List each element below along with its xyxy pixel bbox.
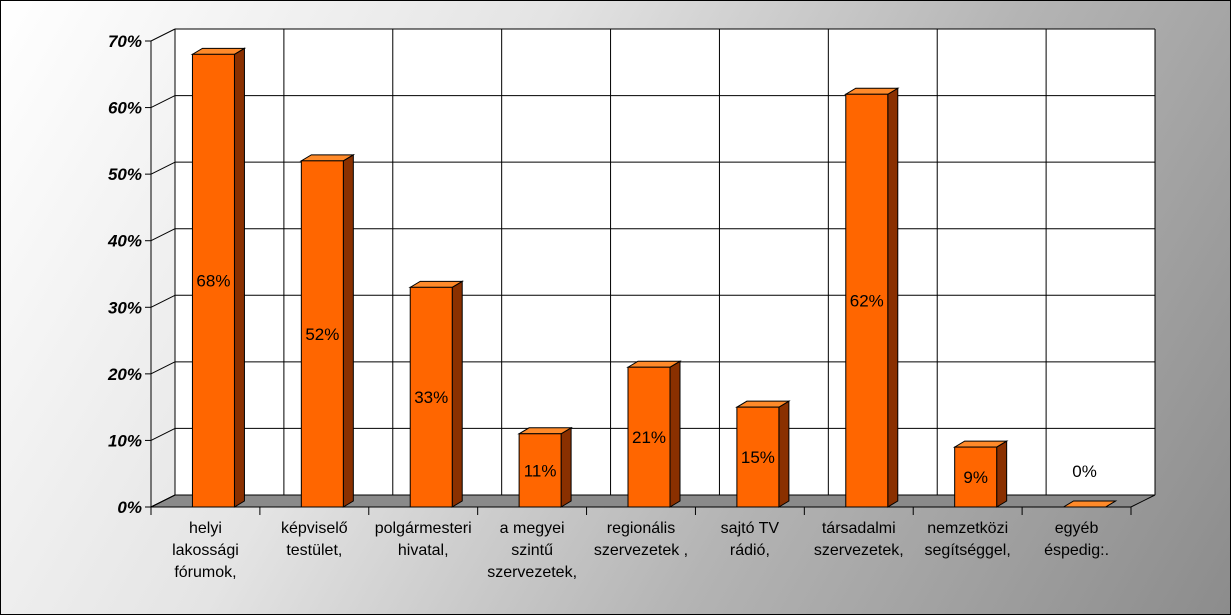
- bar-top: [735, 400, 791, 408]
- category-label: éspedig:.: [1044, 542, 1109, 559]
- bar-top: [190, 47, 247, 55]
- category-label: sajtó TV: [721, 520, 780, 537]
- bar: [299, 153, 356, 508]
- bar-front: [518, 433, 562, 508]
- category-label: szervezetek ,: [594, 542, 688, 559]
- category-label: hivatal,: [398, 542, 449, 559]
- gridline-diagonal: [150, 95, 176, 109]
- bar-front: [627, 366, 671, 508]
- category-label: polgármesteri: [375, 520, 472, 537]
- category-label: fórumok,: [174, 564, 236, 581]
- y-tick-label: 30%: [108, 298, 142, 317]
- gridline-diagonal: [150, 161, 176, 175]
- category-label: lakossági: [172, 542, 239, 559]
- category-label: egyéb: [1055, 520, 1099, 537]
- bar: [1061, 500, 1118, 508]
- data-label: 62%: [850, 292, 884, 311]
- y-tick-label: 20%: [107, 365, 142, 384]
- y-tick-label: 0%: [117, 498, 142, 517]
- y-tick-label: 60%: [108, 99, 142, 118]
- category-label: testület,: [286, 542, 342, 559]
- bar-side: [669, 360, 681, 508]
- category-label: regionális: [607, 520, 675, 537]
- category-label: a megyei: [500, 520, 565, 537]
- data-label: 11%: [524, 461, 557, 480]
- bar: [843, 87, 900, 508]
- bar-side: [996, 440, 1008, 508]
- bar: [952, 440, 1009, 508]
- bar-side: [342, 153, 354, 508]
- bar-side: [560, 426, 572, 508]
- bar-front: [736, 406, 780, 508]
- bar: [517, 426, 573, 508]
- category-label: szervezetek,: [487, 564, 577, 581]
- bar-side: [233, 47, 245, 508]
- gridline-diagonal: [150, 228, 176, 242]
- bar-top: [952, 440, 1009, 448]
- category-label: társadalmi: [822, 520, 896, 537]
- gridline-diagonal: [150, 28, 176, 42]
- bar-front: [300, 160, 344, 508]
- data-label: 52%: [305, 325, 339, 344]
- gridline-diagonal: [150, 494, 176, 508]
- bar: [626, 360, 682, 508]
- y-tick-label: 50%: [108, 165, 142, 184]
- bar-front: [845, 93, 889, 508]
- bar-side: [451, 280, 463, 508]
- bar-top: [408, 280, 465, 288]
- bar-front: [954, 446, 998, 508]
- bar: [190, 47, 247, 508]
- data-label: 68%: [196, 272, 230, 291]
- bar-side: [778, 400, 790, 508]
- bar-top: [299, 154, 356, 162]
- y-tick-label: 40%: [107, 232, 142, 251]
- category-label: szintű: [511, 542, 553, 559]
- y-tick-label: 10%: [108, 431, 142, 450]
- category-label: helyi: [189, 520, 222, 537]
- gridline-diagonal: [150, 361, 176, 375]
- bar-top: [517, 427, 573, 435]
- category-label: segítséggel,: [925, 542, 1011, 559]
- data-label: 21%: [632, 428, 666, 447]
- data-label: 0%: [1072, 462, 1097, 481]
- y-tick-label: 70%: [108, 32, 142, 51]
- data-label: 9%: [963, 468, 988, 487]
- gridline-diagonal: [150, 294, 176, 308]
- category-label: rádió,: [730, 542, 770, 559]
- gridline-diagonal: [150, 427, 176, 441]
- bar-side: [887, 87, 899, 508]
- data-label: 15%: [741, 448, 775, 467]
- bar-top: [626, 360, 682, 368]
- data-label: 33%: [414, 388, 448, 407]
- bar-top: [1061, 500, 1118, 508]
- category-label: nemzetközi: [927, 520, 1008, 537]
- bar-front: [409, 286, 453, 508]
- bar: [408, 280, 465, 508]
- bar-front: [191, 53, 235, 508]
- bar-top: [843, 87, 900, 95]
- bar: [735, 400, 791, 508]
- category-label: szervezetek,: [814, 542, 904, 559]
- category-label: képviselő: [281, 520, 348, 537]
